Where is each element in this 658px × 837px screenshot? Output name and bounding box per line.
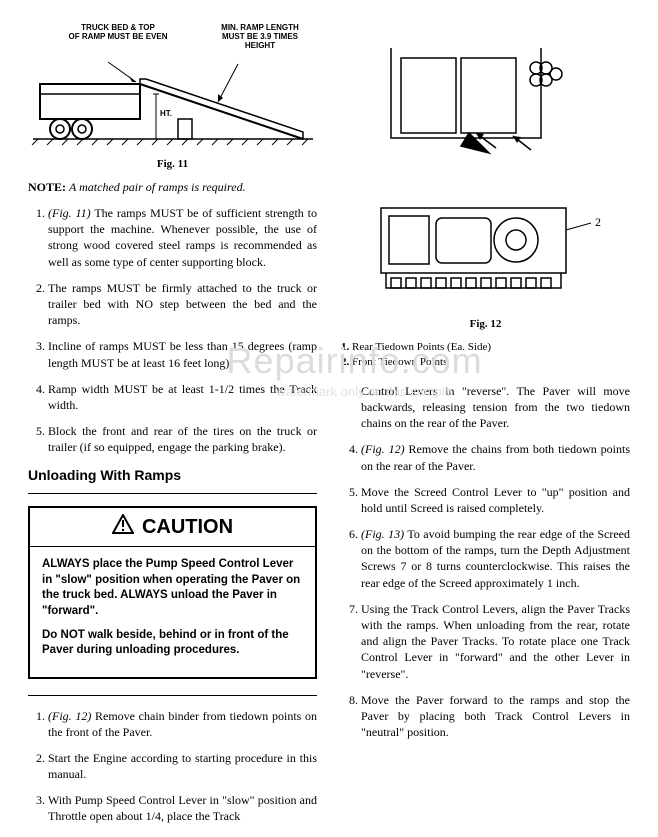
list-item: Incline of ramps MUST be less than 15 de… bbox=[48, 338, 317, 370]
figure-12-top bbox=[341, 28, 630, 168]
fig12-caption: Fig. 12 bbox=[341, 318, 630, 330]
list-item: Ramp width MUST be at least 1-1/2 times … bbox=[48, 381, 317, 413]
list-item: (Fig. 13) To avoid bumping the rear edge… bbox=[361, 526, 630, 591]
figure-12-bottom: 2 bbox=[341, 178, 630, 318]
section-unloading: Unloading With Ramps bbox=[28, 467, 317, 483]
divider bbox=[28, 695, 317, 696]
list-item: The ramps MUST be firmly attached to the… bbox=[48, 280, 317, 329]
caution-label: CAUTION bbox=[142, 516, 233, 539]
list-item: Using the Track Control Levers, align th… bbox=[361, 601, 630, 682]
right-column: 2 Fig. 12 1. Rear Tiedown Points (Ea. Si… bbox=[341, 24, 630, 837]
note-line: NOTE: A matched pair of ramps is require… bbox=[28, 180, 317, 195]
list-unload-left: (Fig. 12) Remove chain binder from tiedo… bbox=[28, 708, 317, 825]
caution-box: CAUTION ALWAYS place the Pump Speed Cont… bbox=[28, 506, 317, 678]
fig11-caption: Fig. 11 bbox=[28, 158, 317, 170]
list3-continuation: Control Levers in "reverse". The Paver w… bbox=[361, 383, 630, 432]
figure-12-top-diagram bbox=[341, 28, 631, 168]
fig11-label-left: TRUCK BED & TOPOF RAMP MUST BE EVEN bbox=[48, 24, 188, 42]
figure-12-bottom-diagram: 2 bbox=[341, 178, 631, 318]
list-unload-right: (Fig. 12) Remove the chains from both ti… bbox=[341, 441, 630, 740]
caution-p1: ALWAYS place the Pump Speed Control Leve… bbox=[42, 557, 303, 619]
caution-p2: Do NOT walk beside, behind or in front o… bbox=[42, 628, 303, 659]
list-item: (Fig. 12) Remove the chains from both ti… bbox=[361, 441, 630, 473]
page-columns: TRUCK BED & TOPOF RAMP MUST BE EVEN MIN.… bbox=[28, 24, 630, 837]
warning-triangle-icon bbox=[112, 514, 134, 540]
list-item: Move the Screed Control Lever to "up" po… bbox=[361, 484, 630, 516]
figure-11: TRUCK BED & TOPOF RAMP MUST BE EVEN MIN.… bbox=[28, 24, 317, 154]
left-column: TRUCK BED & TOPOF RAMP MUST BE EVEN MIN.… bbox=[28, 24, 317, 837]
divider bbox=[28, 493, 317, 494]
fig11-label-right: MIN. RAMP LENGTHMUST BE 3.9 TIMESHEIGHT bbox=[200, 24, 320, 50]
callout-2: 2 bbox=[595, 215, 601, 229]
list-ramp-requirements: (Fig. 11) The ramps MUST be of sufficien… bbox=[28, 205, 317, 455]
figure-key: 1. Rear Tiedown Points (Ea. Side) 2. Fro… bbox=[341, 340, 630, 371]
list-item: Block the front and rear of the tires on… bbox=[48, 423, 317, 455]
list-item: (Fig. 11) The ramps MUST be of sufficien… bbox=[48, 205, 317, 270]
note-label: NOTE: bbox=[28, 180, 66, 194]
list-item: (Fig. 12) Remove chain binder from tiedo… bbox=[48, 708, 317, 740]
list-item: With Pump Speed Control Lever in "slow" … bbox=[48, 792, 317, 824]
fig11-label-ht: HT. bbox=[160, 110, 172, 119]
note-text: A matched pair of ramps is required. bbox=[69, 180, 246, 194]
list-item: Move the Paver forward to the ramps and … bbox=[361, 692, 630, 741]
caution-heading: CAUTION bbox=[30, 508, 315, 547]
list-item: Start the Engine according to starting p… bbox=[48, 750, 317, 782]
